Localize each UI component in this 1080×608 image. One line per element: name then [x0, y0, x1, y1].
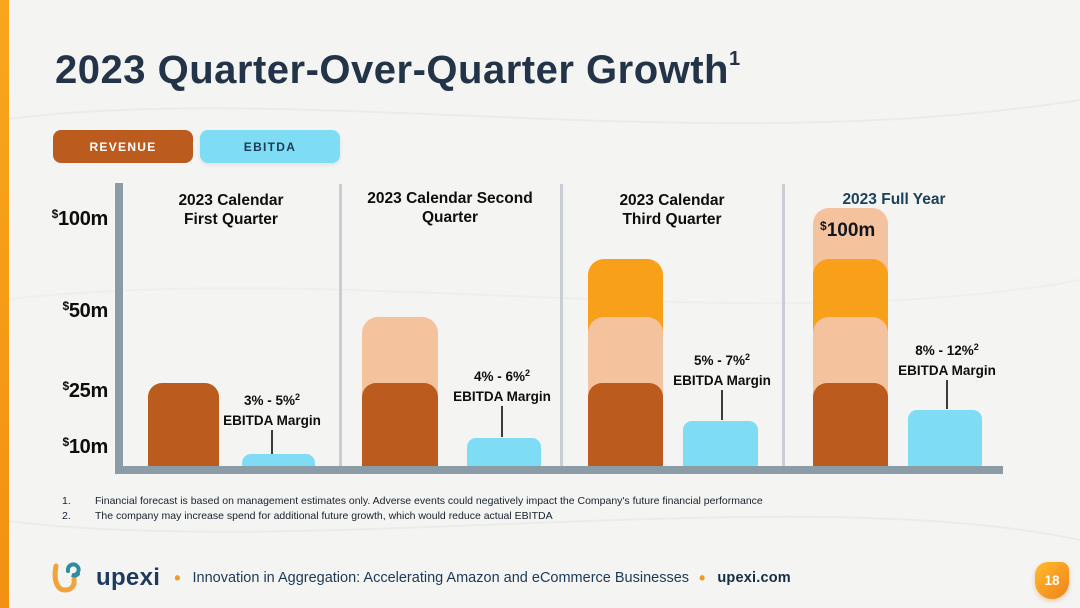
- footnote-marker: 2: [525, 368, 531, 378]
- footnote-number: 1.: [62, 495, 71, 507]
- footnote-marker: 2: [295, 392, 301, 402]
- header-line: 2023 Calendar: [619, 192, 725, 209]
- revenue-bar-q3-segment-1: [588, 383, 663, 472]
- footnote-1: 1. Financial forecast is based on manage…: [0, 495, 1080, 507]
- annotation-pointer-line: [946, 380, 948, 409]
- y-tick-100m: $100m: [22, 207, 109, 231]
- header-line: 2023 Calendar Second: [367, 190, 533, 207]
- margin-label: EBITDA Margin: [898, 363, 996, 379]
- legend-revenue-chip: REVENUE: [53, 130, 193, 163]
- currency-sign: $: [820, 219, 827, 233]
- annotation-pointer-line: [271, 430, 273, 454]
- fy-revenue-data-label: $100m: [820, 219, 875, 242]
- fy-revenue-value: 100m: [826, 220, 876, 241]
- brand-wordmark: upexi: [96, 564, 161, 591]
- y-tick-10m: $10m: [22, 435, 108, 459]
- page-number-badge: 18: [1035, 562, 1069, 599]
- footnote-2: 2. The company may increase spend for ad…: [0, 510, 1080, 522]
- ebitda-margin-annotation-q2: 4% - 6%2 EBITDA Margin: [420, 367, 584, 408]
- ebitda-bar-q3: [683, 421, 758, 472]
- currency-sign: $: [62, 379, 69, 393]
- column-header-q1: 2023 Calendar First Quarter: [128, 191, 334, 230]
- annotation-pointer-line: [721, 390, 723, 420]
- footer: upexi • Innovation in Aggregation: Accel…: [48, 556, 791, 600]
- revenue-bar-q1: [148, 383, 219, 472]
- footer-tagline: Innovation in Aggregation: Accelerating …: [192, 570, 690, 586]
- quarter-separator: [560, 184, 563, 466]
- margin-label: EBITDA Margin: [673, 373, 771, 389]
- revenue-bar-fy-segment-1: [813, 383, 888, 472]
- quarter-separator: [782, 184, 785, 466]
- ebitda-margin-annotation-q3: 5% - 7%2 EBITDA Margin: [640, 351, 804, 392]
- margin-label: EBITDA Margin: [453, 389, 551, 405]
- x-axis-line: [115, 466, 1003, 474]
- column-header-full-year: 2023 Full Year: [788, 190, 1000, 209]
- ebitda-bar-fy: [908, 410, 982, 472]
- ebitda-margin-annotation-fy: 8% - 12%2 EBITDA Margin: [865, 341, 1029, 382]
- currency-sign: $: [62, 435, 69, 449]
- y-axis-line: [115, 183, 123, 474]
- footnote-marker: 2: [745, 352, 751, 362]
- footnote-number: 2.: [62, 510, 71, 522]
- header-line: 2023 Full Year: [842, 191, 946, 208]
- header-line: 2023 Calendar: [178, 192, 284, 209]
- upexi-logo-icon: [52, 562, 81, 593]
- margin-range: 4% - 6%: [473, 369, 525, 384]
- y-tick-value: 10m: [68, 436, 108, 458]
- column-header-q2: 2023 Calendar Second Quarter: [346, 189, 554, 228]
- y-tick-25m: $25m: [22, 379, 108, 403]
- y-tick-value: 25m: [68, 380, 108, 402]
- currency-sign: $: [62, 299, 69, 313]
- footnote-text: Financial forecast is based on managemen…: [95, 495, 763, 507]
- quarter-separator: [339, 184, 342, 466]
- title-footnote-marker: 1: [729, 48, 741, 70]
- page-number: 18: [1044, 573, 1060, 588]
- dot-separator: •: [174, 567, 181, 588]
- margin-label: EBITDA Margin: [223, 413, 321, 429]
- currency-sign: $: [51, 207, 59, 221]
- footnote-marker: 2: [973, 342, 979, 352]
- margin-range: 8% - 12%: [915, 343, 974, 358]
- header-line: Third Quarter: [622, 211, 722, 229]
- dot-separator: •: [699, 567, 706, 588]
- y-tick-value: 100m: [58, 208, 108, 230]
- ebitda-margin-annotation-q1: 3% - 5%2 EBITDA Margin: [190, 391, 354, 432]
- header-line: First Quarter: [184, 211, 278, 229]
- column-header-q3: 2023 Calendar Third Quarter: [568, 191, 776, 230]
- y-tick-50m: $50m: [22, 299, 108, 323]
- header-line: Quarter: [422, 209, 478, 227]
- revenue-bar-q2-segment-1: [362, 383, 438, 472]
- margin-range: 3% - 5%: [243, 393, 295, 408]
- y-tick-value: 50m: [68, 300, 108, 322]
- legend-ebitda-chip: EBITDA: [200, 130, 340, 163]
- page-title: 2023 Quarter-Over-Quarter Growth1: [55, 48, 741, 93]
- footnotes: 1. Financial forecast is based on manage…: [0, 495, 1080, 525]
- footer-site-link[interactable]: upexi.com: [717, 570, 791, 586]
- left-accent-stripe: [0, 0, 9, 608]
- annotation-pointer-line: [501, 406, 503, 437]
- margin-range: 5% - 7%: [693, 353, 745, 368]
- page-title-text: 2023 Quarter-Over-Quarter Growth: [55, 48, 729, 92]
- footnote-text: The company may increase spend for addit…: [95, 510, 553, 522]
